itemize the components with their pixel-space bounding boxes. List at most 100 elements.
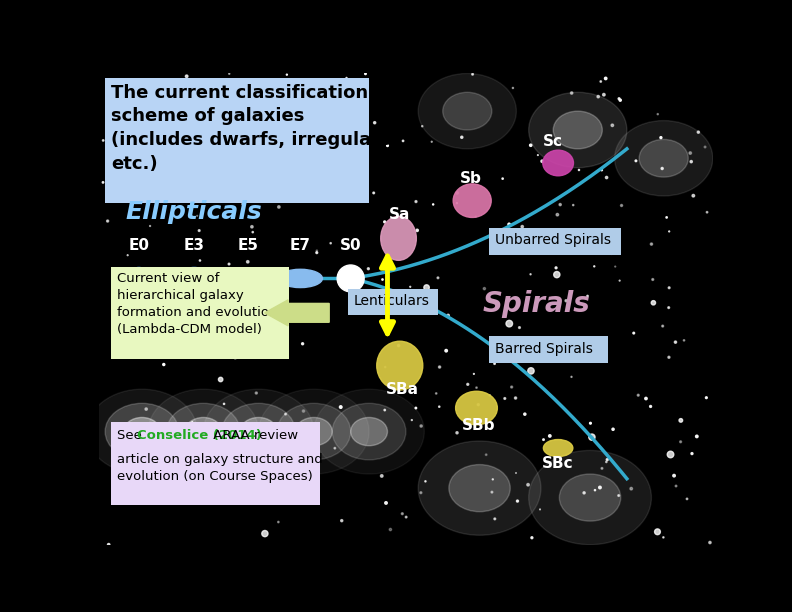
Point: [654, 133, 667, 143]
Point: [151, 346, 164, 356]
Text: ARAA review: ARAA review: [209, 429, 298, 442]
Circle shape: [418, 73, 516, 149]
Point: [223, 69, 235, 78]
Point: [565, 88, 578, 98]
Point: [118, 315, 131, 324]
Point: [97, 135, 109, 145]
Point: [379, 405, 391, 415]
Point: [368, 118, 381, 128]
Point: [158, 429, 171, 439]
Point: [440, 346, 452, 356]
FancyBboxPatch shape: [348, 289, 439, 315]
Point: [701, 207, 714, 217]
Circle shape: [639, 140, 688, 177]
Point: [678, 335, 691, 345]
Point: [196, 159, 208, 169]
Point: [613, 94, 626, 103]
Text: See: See: [117, 429, 147, 442]
Point: [140, 148, 153, 158]
Point: [112, 80, 124, 89]
Point: [543, 431, 556, 441]
Text: E3: E3: [184, 239, 204, 253]
Ellipse shape: [229, 268, 268, 289]
Point: [341, 73, 353, 83]
Circle shape: [449, 465, 510, 512]
Point: [601, 455, 614, 465]
Text: Conselice (2014): Conselice (2014): [137, 429, 262, 442]
Circle shape: [559, 474, 621, 521]
Point: [524, 269, 537, 279]
Point: [367, 188, 380, 198]
Point: [663, 283, 676, 293]
Circle shape: [258, 389, 369, 474]
Point: [348, 292, 360, 302]
Text: Ellipticals: Ellipticals: [126, 200, 262, 224]
Point: [651, 527, 664, 537]
Point: [532, 355, 545, 365]
Point: [139, 465, 152, 474]
Point: [362, 264, 375, 274]
Point: [102, 540, 115, 550]
Point: [187, 431, 200, 441]
Circle shape: [418, 441, 541, 536]
Text: Lenticulars: Lenticulars: [354, 294, 429, 308]
Point: [661, 212, 673, 222]
Point: [554, 200, 566, 209]
Point: [652, 110, 664, 119]
Point: [595, 76, 607, 86]
Point: [419, 476, 432, 486]
Point: [606, 121, 619, 130]
Point: [188, 279, 200, 289]
Text: SBb: SBb: [462, 419, 495, 433]
Point: [451, 188, 463, 198]
Point: [588, 261, 600, 271]
Point: [216, 321, 229, 330]
Point: [526, 533, 539, 543]
Point: [524, 366, 537, 376]
Point: [294, 89, 307, 99]
Point: [246, 227, 259, 237]
Point: [381, 141, 394, 151]
Point: [187, 435, 200, 445]
Point: [276, 170, 288, 179]
Point: [190, 424, 203, 433]
Ellipse shape: [337, 265, 364, 292]
Point: [242, 339, 255, 349]
Point: [272, 91, 285, 100]
Point: [507, 83, 520, 93]
Point: [498, 394, 511, 403]
Point: [155, 332, 168, 341]
Point: [193, 256, 206, 266]
Circle shape: [166, 403, 240, 460]
Point: [355, 288, 367, 297]
Point: [347, 195, 360, 204]
Point: [605, 248, 618, 258]
Point: [455, 132, 468, 142]
Circle shape: [105, 403, 179, 460]
Point: [118, 302, 131, 312]
Point: [237, 199, 249, 209]
Point: [585, 432, 598, 442]
Point: [250, 388, 263, 398]
Point: [433, 362, 446, 372]
Point: [406, 415, 418, 425]
Point: [237, 162, 249, 172]
Point: [680, 494, 693, 504]
Point: [640, 394, 653, 403]
Point: [140, 404, 153, 414]
Point: [480, 450, 493, 460]
Point: [503, 319, 516, 329]
Point: [276, 196, 289, 206]
Point: [163, 479, 176, 489]
Point: [315, 310, 328, 319]
Point: [115, 493, 128, 503]
Point: [376, 275, 389, 285]
Point: [592, 92, 604, 102]
Circle shape: [240, 417, 277, 446]
FancyBboxPatch shape: [105, 78, 369, 203]
Circle shape: [204, 389, 314, 474]
Text: Unbarred Spirals: Unbarred Spirals: [495, 233, 611, 247]
Point: [483, 390, 496, 400]
Point: [385, 291, 398, 300]
Point: [101, 216, 114, 226]
